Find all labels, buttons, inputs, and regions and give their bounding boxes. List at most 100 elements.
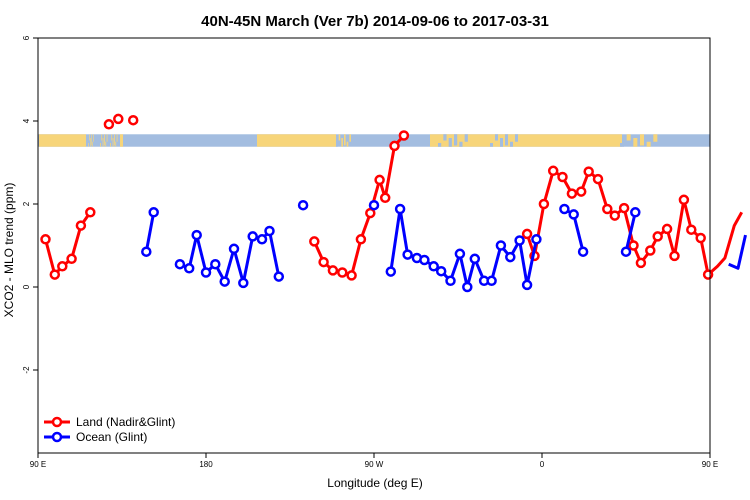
data-point-ocean bbox=[428, 261, 439, 272]
data-point-ocean bbox=[402, 249, 413, 260]
data-point-ocean bbox=[445, 275, 456, 287]
data-point-ocean bbox=[454, 248, 466, 260]
data-point-land bbox=[327, 265, 339, 276]
band-fragment bbox=[104, 134, 105, 146]
series-line-ocean bbox=[728, 234, 747, 270]
band-land bbox=[120, 134, 123, 147]
data-point-ocean bbox=[247, 231, 258, 242]
data-point-land bbox=[661, 223, 673, 235]
data-point-ocean bbox=[514, 235, 525, 246]
x-axis-title: Longitude (deg E) bbox=[327, 476, 422, 490]
band-fragment bbox=[111, 134, 113, 141]
data-point-ocean bbox=[256, 234, 268, 245]
data-point-land bbox=[355, 234, 367, 245]
band-fragment bbox=[114, 134, 115, 146]
data-point-ocean bbox=[568, 209, 579, 220]
band-land bbox=[39, 134, 86, 147]
data-point-land bbox=[547, 165, 559, 177]
band-fragment bbox=[93, 134, 94, 142]
data-point-ocean bbox=[521, 279, 533, 291]
data-point-ocean bbox=[385, 266, 397, 277]
legend-ocean-marker bbox=[51, 431, 63, 443]
data-point-ocean bbox=[141, 246, 152, 257]
band-fragment bbox=[464, 134, 468, 142]
band-fragment bbox=[341, 138, 343, 147]
data-point-land bbox=[686, 224, 697, 235]
legend-land-marker bbox=[51, 416, 63, 428]
data-point-land bbox=[695, 232, 706, 244]
data-point-land bbox=[374, 174, 385, 186]
data-point-ocean bbox=[559, 203, 570, 215]
data-point-ocean bbox=[174, 258, 186, 270]
band-fragment bbox=[100, 142, 101, 147]
y-tick-label: 2 bbox=[22, 201, 31, 206]
series-line-ocean bbox=[389, 207, 538, 289]
series-line-ocean bbox=[144, 212, 156, 252]
data-point-land bbox=[85, 207, 96, 218]
data-point-ocean bbox=[368, 199, 380, 211]
data-point-ocean bbox=[462, 281, 473, 293]
data-point-ocean bbox=[620, 246, 632, 257]
data-point-land bbox=[318, 256, 329, 268]
series-line-land bbox=[312, 134, 406, 277]
band-land bbox=[257, 134, 336, 147]
band-fragment bbox=[115, 141, 117, 147]
x-axis: 90 E 180 90 W 0 90 E bbox=[30, 453, 718, 469]
band-fragment bbox=[116, 134, 118, 142]
data-point-ocean bbox=[505, 251, 516, 263]
x-tick-label: 0 bbox=[540, 460, 545, 469]
y-tick-label: 4 bbox=[22, 118, 31, 123]
data-point-land bbox=[702, 269, 714, 280]
data-point-land bbox=[628, 240, 639, 251]
data-point-land bbox=[635, 257, 647, 269]
data-point-land bbox=[66, 253, 77, 265]
band-fragment bbox=[110, 142, 111, 147]
x-tick-label: 90 W bbox=[365, 460, 384, 469]
x-tick-label: 90 E bbox=[702, 460, 718, 469]
data-point-ocean bbox=[210, 258, 221, 270]
data-point-ocean bbox=[264, 225, 275, 237]
data-point-land bbox=[645, 245, 656, 256]
band-fragment bbox=[633, 138, 638, 147]
series-ocean bbox=[141, 199, 747, 293]
data-point-ocean bbox=[148, 207, 159, 218]
data-point-land bbox=[57, 261, 68, 272]
legend: Land (Nadir&Glint) Ocean (Glint) bbox=[44, 415, 175, 444]
band-fragment bbox=[490, 142, 493, 147]
data-point-ocean bbox=[273, 271, 285, 282]
data-point-ocean bbox=[630, 207, 641, 218]
data-point-ocean bbox=[486, 275, 497, 287]
band-fragment bbox=[500, 138, 503, 147]
x-tick-label: 90 E bbox=[30, 460, 46, 469]
y-axis: -2 0 2 4 6 bbox=[22, 35, 38, 374]
data-point-ocean bbox=[435, 265, 447, 277]
data-point-ocean bbox=[219, 276, 230, 287]
data-point-ocean bbox=[297, 199, 309, 211]
data-point-land bbox=[103, 119, 115, 130]
data-point-ocean bbox=[200, 267, 212, 278]
data-point-land bbox=[398, 130, 410, 141]
data-point-land bbox=[583, 166, 594, 177]
data-point-ocean bbox=[495, 240, 507, 251]
band-fragment bbox=[646, 141, 651, 147]
data-point-ocean bbox=[228, 243, 240, 255]
band-fragment bbox=[620, 142, 624, 147]
legend-land-label: Land (Nadir&Glint) bbox=[76, 415, 175, 429]
data-point-land bbox=[557, 171, 568, 183]
series-layer bbox=[40, 113, 747, 293]
data-point-land bbox=[609, 210, 621, 221]
chart-title: 40N-45N March (Ver 7b) 2014-09-06 to 201… bbox=[201, 13, 549, 30]
band-fragment bbox=[515, 134, 518, 142]
band-fragment bbox=[349, 134, 351, 142]
data-point-land bbox=[592, 173, 604, 185]
band-fragment bbox=[438, 142, 442, 147]
band-fragment bbox=[459, 141, 463, 147]
band-fragment bbox=[101, 134, 103, 141]
data-point-land bbox=[309, 236, 320, 247]
data-point-land bbox=[652, 231, 663, 242]
band-fragment bbox=[89, 134, 90, 141]
series-line-ocean bbox=[624, 211, 637, 253]
data-point-ocean bbox=[531, 234, 542, 245]
data-point-land bbox=[678, 194, 690, 206]
